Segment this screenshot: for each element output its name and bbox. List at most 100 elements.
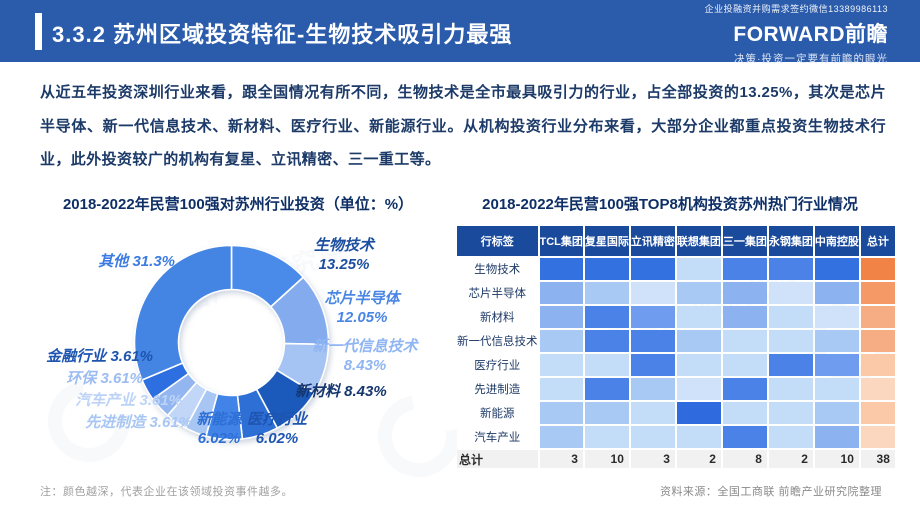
row-label: 新能源 bbox=[457, 402, 538, 424]
heatmap-cell bbox=[676, 258, 721, 280]
heatmap-cell bbox=[539, 282, 583, 304]
heatmap-header-row: 行标签 TCL集团 复星国际 立讯精密 联想集团 三一集团 永钢集团 中南控股 总计 bbox=[457, 226, 895, 256]
heatmap-cell bbox=[630, 402, 675, 424]
heatmap-cell bbox=[768, 282, 813, 304]
column-total-value: 8 bbox=[722, 450, 767, 468]
heatmap-cell bbox=[814, 258, 859, 280]
heatmap-cell bbox=[768, 306, 813, 328]
heatmap-cell bbox=[814, 282, 859, 304]
row-label: 生物技术 bbox=[457, 258, 538, 280]
color-legend-note: 注：颜色越深，代表企业在该领域投资事件越多。 bbox=[40, 486, 293, 498]
heatmap-cell bbox=[630, 426, 675, 448]
heatmap-row-新能源: 新能源 bbox=[457, 402, 895, 424]
column-header-联想集团: 联想集团 bbox=[676, 226, 721, 256]
heatmap-cell bbox=[584, 330, 629, 352]
row-label: 汽车产业 bbox=[457, 426, 538, 448]
totals-row-label: 总计 bbox=[457, 450, 538, 468]
column-header-永钢集团: 永钢集团 bbox=[768, 226, 813, 256]
heatmap-cell bbox=[722, 402, 767, 424]
column-total-value: 2 bbox=[676, 450, 721, 468]
column-total-value: 10 bbox=[814, 450, 859, 468]
heatmap-row-汽车产业: 汽车产业 bbox=[457, 426, 895, 448]
heatmap-row-新材料: 新材料 bbox=[457, 306, 895, 328]
heatmap-cell bbox=[584, 282, 629, 304]
row-label: 新一代信息技术 bbox=[457, 330, 538, 352]
heatmap-cell bbox=[722, 282, 767, 304]
heatmap-cell bbox=[539, 306, 583, 328]
donut-slice-其他 bbox=[133, 244, 233, 382]
heatmap-total-cell bbox=[860, 378, 895, 400]
column-header-复星国际: 复星国际 bbox=[584, 226, 629, 256]
donut-label-生物技术: 生物技术 13.25% bbox=[313, 237, 374, 273]
heatmap-cell bbox=[539, 402, 583, 424]
heatmap-cell bbox=[768, 426, 813, 448]
donut-chart-title: 2018-2022年民营100强对苏州行业投资（单位：%） bbox=[62, 196, 414, 213]
heatmap-cell bbox=[584, 378, 629, 400]
title-accent-bar bbox=[35, 13, 42, 50]
heatmap-cell bbox=[584, 258, 629, 280]
heatmap-cell bbox=[814, 426, 859, 448]
column-header-三一集团: 三一集团 bbox=[722, 226, 767, 256]
heatmap-cell bbox=[630, 330, 675, 352]
heatmap-cell bbox=[676, 378, 721, 400]
heatmap-row-新一代信息技术: 新一代信息技术 bbox=[457, 330, 895, 352]
heatmap-row-芯片半导体: 芯片半导体 bbox=[457, 282, 895, 304]
column-header-中南控股: 中南控股 bbox=[814, 226, 859, 256]
heatmap-cell bbox=[722, 426, 767, 448]
heatmap-total-cell bbox=[860, 354, 895, 376]
row-label: 先进制造 bbox=[457, 378, 538, 400]
donut-label-新能源: 新能源 6.02% bbox=[196, 411, 242, 447]
heatmap-cell bbox=[768, 402, 813, 424]
column-header-row-label: 行标签 bbox=[457, 226, 538, 256]
heatmap-cell bbox=[814, 402, 859, 424]
row-label: 新材料 bbox=[457, 306, 538, 328]
donut-label-先进制造: 先进制造 3.61% bbox=[85, 414, 192, 431]
heatmap-cell bbox=[630, 306, 675, 328]
heatmap-cell bbox=[676, 282, 721, 304]
heatmap-cell bbox=[539, 330, 583, 352]
donut-label-新一代信息技术: 新一代信息技术 8.43% bbox=[312, 338, 418, 374]
heatmap-cell bbox=[814, 330, 859, 352]
heatmap-row-生物技术: 生物技术 bbox=[457, 258, 895, 280]
donut-chart bbox=[133, 244, 330, 441]
heatmap-cell bbox=[722, 258, 767, 280]
heatmap-cell bbox=[768, 354, 813, 376]
heatmap-cell bbox=[814, 354, 859, 376]
heatmap-cell bbox=[584, 306, 629, 328]
heatmap-cell bbox=[539, 378, 583, 400]
brand-tagline: 决策·投资一定要有前瞻的眼光 bbox=[734, 53, 888, 65]
heatmap-cell bbox=[539, 258, 583, 280]
donut-label-新材料: 新材料 8.43% bbox=[295, 383, 387, 400]
donut-label-芯片半导体: 芯片半导体 12.05% bbox=[324, 290, 400, 326]
column-header-立讯精密: 立讯精密 bbox=[630, 226, 675, 256]
heatmap-cell bbox=[676, 306, 721, 328]
totals-row: 总计 3 10 3 2 8 2 10 38 bbox=[457, 450, 895, 468]
heatmap-row-先进制造: 先进制造 bbox=[457, 378, 895, 400]
heatmap-table: 行标签 TCL集团 复星国际 立讯精密 联想集团 三一集团 永钢集团 中南控股 总计 生物技术 芯片… bbox=[455, 224, 897, 470]
donut-label-汽车产业: 汽车产业 3.61% bbox=[75, 392, 182, 409]
forward-logo: FORWARD前瞻 bbox=[733, 23, 888, 46]
column-total-value: 2 bbox=[768, 450, 813, 468]
donut-label-金融行业: 金融行业 3.61% bbox=[46, 348, 153, 365]
heatmap-cell bbox=[676, 402, 721, 424]
column-total-value: 3 bbox=[539, 450, 583, 468]
heatmap-cell bbox=[814, 306, 859, 328]
intro-paragraph: 从近五年投资深圳行业来看，跟全国情况有所不同，生物技术是全市最具吸引力的行业，占… bbox=[40, 84, 886, 168]
heatmap-cell bbox=[722, 330, 767, 352]
column-header-TCL集团: TCL集团 bbox=[539, 226, 583, 256]
heatmap-cell bbox=[539, 426, 583, 448]
contact-note: 企业投融资并购需求签约微信13389986113 bbox=[704, 4, 888, 14]
column-header-total: 总计 bbox=[860, 226, 895, 256]
heatmap-cell bbox=[630, 258, 675, 280]
heatmap-cell bbox=[768, 330, 813, 352]
heatmap-cell bbox=[584, 354, 629, 376]
heatmap-cell bbox=[768, 258, 813, 280]
heatmap-total-cell bbox=[860, 258, 895, 280]
heatmap-cell bbox=[584, 402, 629, 424]
heatmap-cell bbox=[630, 282, 675, 304]
heatmap-cell bbox=[722, 306, 767, 328]
heatmap-cell bbox=[539, 354, 583, 376]
heatmap-cell bbox=[676, 426, 721, 448]
grand-total-value: 38 bbox=[860, 450, 895, 468]
